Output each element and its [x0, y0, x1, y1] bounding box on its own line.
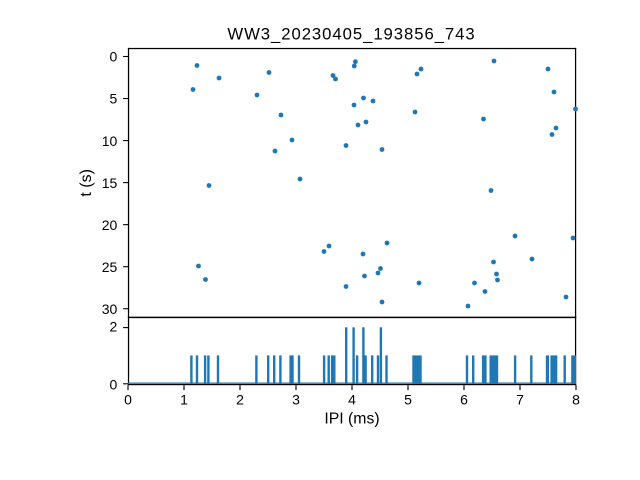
- svg-text:25: 25: [102, 259, 118, 275]
- svg-text:7: 7: [516, 392, 524, 408]
- svg-text:t (s): t (s): [78, 169, 95, 197]
- svg-text:5: 5: [110, 91, 118, 107]
- svg-text:10: 10: [102, 133, 118, 149]
- svg-text:WW3_20230405_193856_743: WW3_20230405_193856_743: [227, 25, 475, 44]
- svg-text:30: 30: [102, 301, 118, 317]
- svg-text:3: 3: [292, 392, 300, 408]
- svg-text:15: 15: [102, 175, 118, 191]
- svg-text:8: 8: [572, 392, 580, 408]
- svg-text:IPI (ms): IPI (ms): [324, 411, 379, 428]
- svg-text:0: 0: [124, 392, 132, 408]
- svg-text:5: 5: [404, 392, 412, 408]
- svg-text:0: 0: [110, 377, 118, 393]
- svg-text:1: 1: [180, 392, 188, 408]
- svg-text:0: 0: [110, 49, 118, 65]
- svg-text:4: 4: [348, 392, 356, 408]
- svg-text:2: 2: [236, 392, 244, 408]
- svg-text:6: 6: [460, 392, 468, 408]
- svg-text:20: 20: [102, 217, 118, 233]
- svg-text:2: 2: [110, 319, 118, 335]
